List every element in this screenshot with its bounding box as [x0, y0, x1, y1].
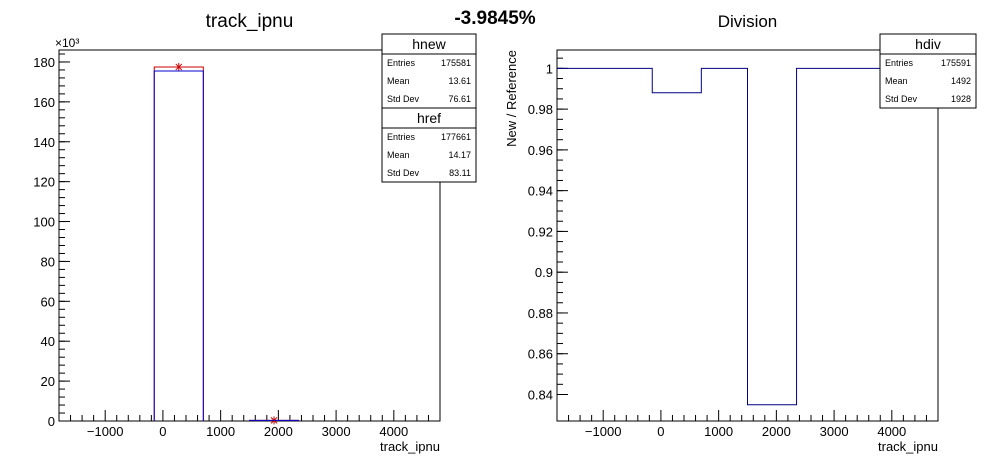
marker-href — [175, 62, 183, 71]
histogram-bar-hnew — [153, 70, 204, 421]
stats-box — [381, 107, 477, 183]
x-tick-label: 0 — [159, 424, 166, 439]
stats-title: href — [417, 110, 441, 126]
stats-label: Entries — [387, 58, 416, 68]
division-step-line — [557, 67, 938, 406]
right-division-panel: Division −1000 0 1000 2000 3000 4000track_ipnu… — [504, 12, 977, 454]
y-tick-label: 0.88 — [528, 306, 553, 321]
y-tick-label: 0.92 — [528, 224, 553, 239]
stats-value: 177661 — [441, 132, 471, 142]
ratio-percentage: -3.9845% — [454, 8, 535, 29]
x-tick-label: 2000 — [762, 424, 791, 439]
x-tick-label: 4000 — [379, 424, 408, 439]
histogram-bar-href — [153, 66, 204, 421]
plot-frame — [556, 49, 939, 422]
stats-label: Std Dev — [387, 94, 420, 104]
stats-value: 13.61 — [448, 76, 471, 86]
chart-title: track_ipnu — [206, 11, 294, 32]
x-tick-label: 3000 — [322, 424, 351, 439]
stats-label: Std Dev — [885, 94, 918, 104]
x-tick-label: −1000 — [87, 424, 124, 439]
x-tick-label: −1000 — [585, 424, 622, 439]
y-axis-label: New / Reference — [504, 50, 519, 147]
stats-label: Entries — [885, 58, 914, 68]
x-tick-label: 2000 — [264, 424, 293, 439]
stats-label: Entries — [387, 132, 416, 142]
y-multiplier-label: ×10³ — [55, 36, 79, 50]
stats-value: 1928 — [951, 94, 971, 104]
y-tick-label: 0.98 — [528, 102, 553, 117]
x-axis-label: track_ipnu — [380, 439, 440, 454]
x-tick-label: 3000 — [820, 424, 849, 439]
x-tick-label: 4000 — [877, 424, 906, 439]
y-tick-label: 0 — [48, 414, 55, 429]
histogram-bar-hnew — [249, 419, 300, 421]
stats-value: 175591 — [941, 58, 971, 68]
y-tick-label: 0.9 — [535, 265, 553, 280]
chart-title: Division — [718, 12, 778, 31]
stats-label: Mean — [885, 76, 908, 86]
x-tick-label: 1000 — [704, 424, 733, 439]
y-tick-label: 0.94 — [528, 184, 553, 199]
y-tick-label: 0.84 — [528, 388, 553, 403]
y-tick-label: 120 — [33, 175, 55, 190]
stats-value: 83.11 — [449, 168, 471, 178]
stats-title: hdiv — [915, 36, 941, 52]
stats-box — [879, 33, 977, 109]
x-axis-label: track_ipnu — [878, 439, 938, 454]
y-tick-label: 80 — [41, 254, 55, 269]
y-tick-label: 60 — [41, 294, 55, 309]
y-tick-label: 180 — [33, 55, 55, 70]
stats-label: Std Dev — [387, 168, 420, 178]
y-tick-label: 40 — [41, 334, 55, 349]
stats-value: 175581 — [441, 58, 471, 68]
y-tick-label: 160 — [33, 95, 55, 110]
x-tick-label: 1000 — [206, 424, 235, 439]
y-tick-label: 1 — [546, 61, 553, 76]
x-tick-label: 0 — [657, 424, 664, 439]
y-tick-label: 140 — [33, 135, 55, 150]
stats-value: 1492 — [951, 76, 971, 86]
y-tick-label: 100 — [33, 215, 55, 230]
stats-label: Mean — [387, 76, 410, 86]
stats-value: 76.61 — [448, 94, 471, 104]
y-tick-label: 20 — [41, 374, 55, 389]
stats-label: Mean — [387, 150, 410, 160]
y-tick-label: 0.96 — [528, 143, 553, 158]
left-histogram-panel: track_ipnu−1000 0 1000 2000 3000 4000track_ip… — [33, 11, 477, 454]
stats-value: 14.17 — [448, 150, 471, 160]
y-tick-label: 0.86 — [528, 347, 553, 362]
stats-title: hnew — [412, 36, 446, 52]
